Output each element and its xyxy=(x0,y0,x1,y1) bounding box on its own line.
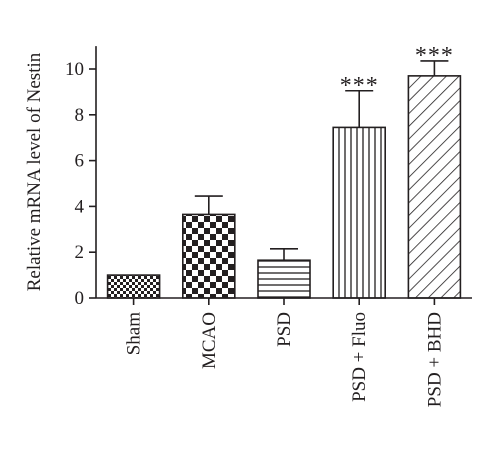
significance-marker: *** xyxy=(340,73,379,99)
y-tick-label: 6 xyxy=(75,151,85,172)
y-axis: 0 2 4 6 8 10 xyxy=(65,46,97,309)
x-tick-label: Sham xyxy=(124,312,145,356)
y-tick-label: 4 xyxy=(75,196,85,217)
y-tick-label: 10 xyxy=(65,59,84,80)
significance-marker: *** xyxy=(415,43,454,69)
x-tick-label: MCAO xyxy=(199,312,220,369)
y-tick-label: 2 xyxy=(75,242,85,263)
y-tick-label: 0 xyxy=(75,288,85,309)
bars-group: *** *** xyxy=(106,43,462,299)
x-tick-label: PSD xyxy=(274,312,295,347)
bar-psd-bhd xyxy=(407,75,462,299)
bar-mcao xyxy=(182,213,236,299)
y-tick-label: 8 xyxy=(75,105,85,126)
bar-psd xyxy=(257,259,311,299)
y-axis-label: Relative mRNA level of Nestin xyxy=(24,52,45,291)
x-tick-label: PSD + BHD xyxy=(424,312,445,407)
bar-sham xyxy=(106,274,161,299)
bar-psd-fluo xyxy=(332,126,387,299)
x-tick-label: PSD + Fluo xyxy=(349,312,370,402)
x-axis: Sham MCAO PSD PSD + Fluo PSD + BHD xyxy=(96,297,472,407)
